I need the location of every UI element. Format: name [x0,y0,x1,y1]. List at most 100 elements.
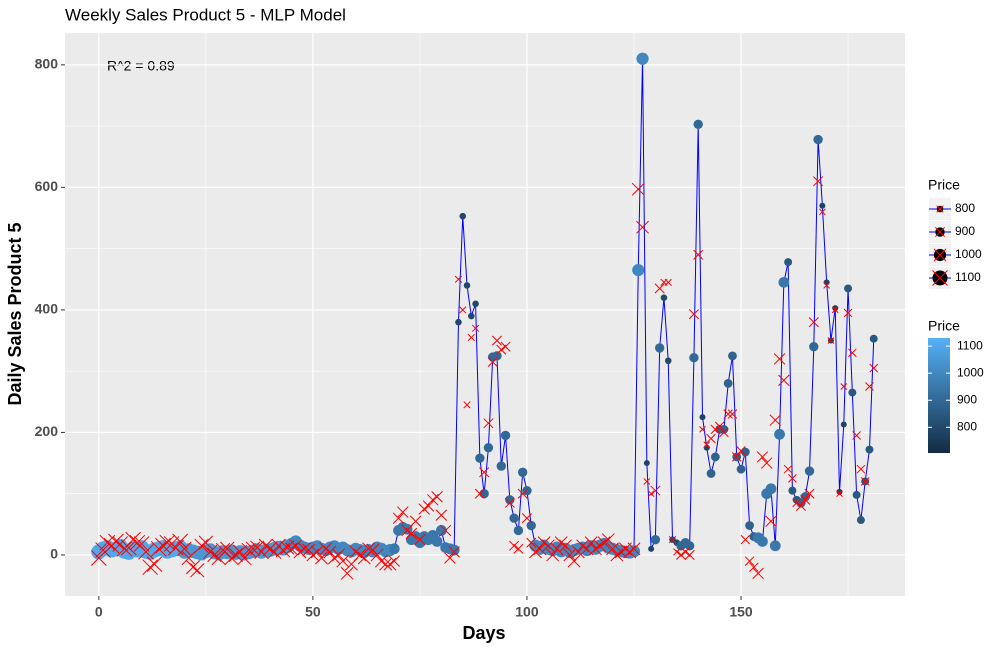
data-point [832,305,839,312]
data-point [517,467,528,477]
prediction-point [285,542,298,556]
prediction-point [146,556,163,572]
data-point [463,282,471,289]
prediction-point [823,282,831,289]
prediction-point [133,536,150,552]
legend-label: 1000 [957,365,984,379]
prediction-point [706,433,716,444]
colorbar [928,338,950,453]
prediction-point [840,383,848,390]
prediction-point [703,441,711,449]
prediction-point [336,554,350,568]
prediction-point [808,317,819,328]
prediction-point [610,548,624,562]
legend-label: 1100 [955,270,981,284]
data-point [819,202,826,209]
data-point [693,119,703,129]
prediction-point [688,309,699,320]
data-point [804,466,815,476]
prediction-point [852,431,861,440]
prediction-point [647,490,655,498]
prediction-point [327,551,341,565]
prediction-point [554,536,568,550]
prediction-point [668,536,677,544]
prediction-point [865,382,874,391]
prediction-point [804,488,815,499]
prediction-point [526,537,537,548]
prediction-point [769,414,782,426]
data-point [643,460,650,467]
data-point [513,525,524,536]
prediction-point [108,533,124,550]
data-point [710,452,720,462]
x-tick-label: 100 [515,604,539,620]
x-tick-label: 150 [729,604,753,620]
prediction-point [297,542,311,556]
legend-label: 1000 [955,247,982,261]
prediction-point [491,335,503,346]
prediction-point [559,539,572,553]
y-axis-title: Daily Sales Product 5 [5,222,25,405]
prediction-point [220,541,235,556]
prediction-point [533,542,547,556]
prediction-point [714,421,725,432]
prediction-point [571,545,585,559]
prediction-point [567,554,581,568]
prediction-point [245,541,261,556]
prediction-point [684,549,695,560]
data-point [757,536,768,547]
prediction-point [800,494,811,505]
prediction-point [500,341,511,352]
y-tick-label: 200 [35,423,59,439]
data-point [736,464,746,474]
legend-label: 900 [955,224,975,238]
prediction-point [332,548,346,562]
prediction-point [181,550,196,566]
prediction-point [517,488,528,499]
data-point [778,276,790,288]
prediction-point [454,275,463,283]
prediction-point [673,548,681,556]
prediction-point [409,515,422,528]
prediction-point [827,337,835,344]
prediction-point [224,550,239,566]
data-point [848,388,857,397]
prediction-point [405,527,418,540]
prediction-point [439,524,452,537]
legend-symbol [936,205,944,213]
data-point [728,351,737,361]
data-point [844,284,853,293]
y-tick-label: 800 [35,56,59,72]
prediction-point [323,545,337,559]
prediction-point [177,541,192,556]
prediction-point [185,560,201,575]
prediction-point [819,208,826,216]
data-point [492,351,502,361]
legend-label: 800 [955,201,975,215]
prediction-point [601,533,615,547]
prediction-point [710,424,721,435]
prediction-point [172,533,189,550]
prediction-point [719,427,729,438]
data-point [522,485,532,496]
prediction-point [869,363,879,373]
prediction-point [207,547,222,563]
prediction-point [606,542,620,556]
data-point [800,492,810,502]
data-point [496,461,506,471]
data-point [431,536,443,547]
prediction-point [142,559,159,576]
data-point [684,541,695,551]
prediction-point [541,539,555,553]
prediction-point [576,539,590,553]
prediction-point [448,546,460,558]
prediction-point [496,344,507,355]
legend-symbol [934,226,946,238]
prediction-point [474,488,485,499]
data-point [856,516,865,525]
prediction-point [383,557,397,571]
data-point [823,279,830,286]
prediction-point [267,544,282,560]
prediction-point [723,409,733,419]
